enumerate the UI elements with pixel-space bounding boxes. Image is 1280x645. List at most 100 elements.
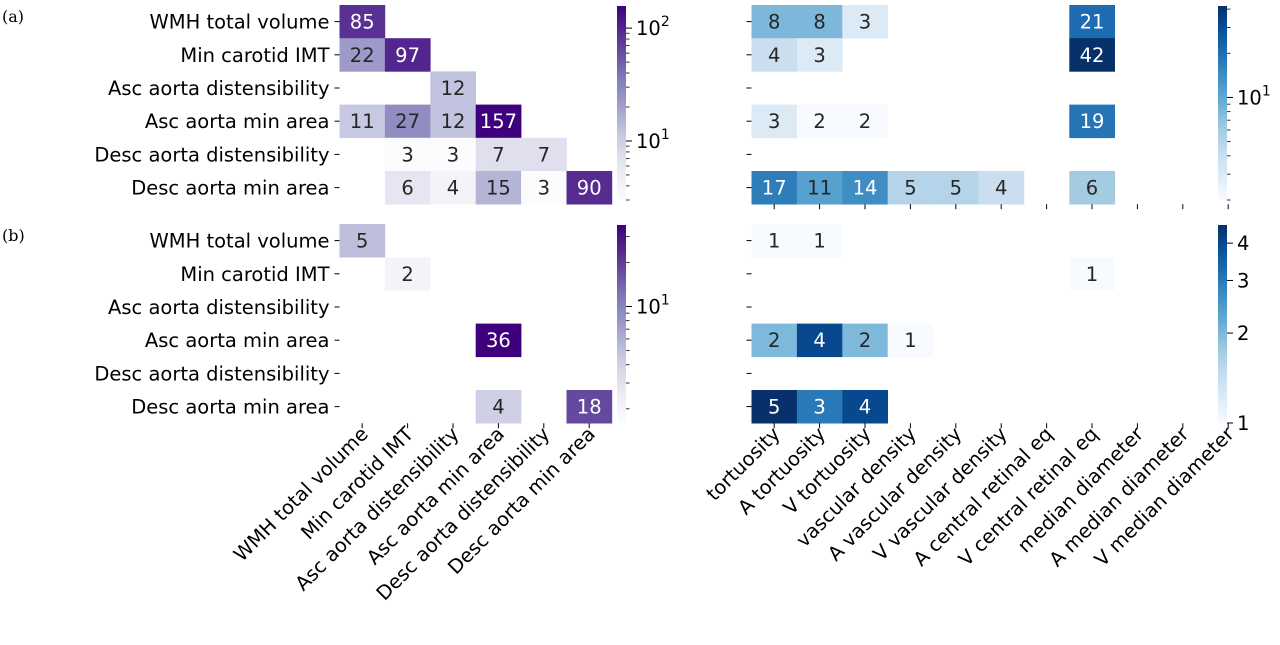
row-label-wmh-total-volume: WMH total volume <box>150 11 330 34</box>
heatmap-cell <box>384 171 431 205</box>
cell-value-label: 5 <box>950 177 962 200</box>
cell-value-label: 3 <box>538 177 550 200</box>
colorbar-right-0: 101 <box>1218 6 1271 201</box>
colorbar-left-1: 101 <box>617 225 670 423</box>
cell-value-label: 6 <box>1086 177 1098 200</box>
cell-value-label: 12 <box>441 77 466 100</box>
cell-value-label: 19 <box>1080 110 1105 133</box>
cell-value-label: 4 <box>859 396 871 419</box>
heatmap-cell <box>430 137 476 172</box>
cell-value-label: 3 <box>813 396 825 419</box>
row-label-desc-aorta-min-area: Desc aorta min area <box>131 396 329 419</box>
cell-value-label: 157 <box>480 110 517 133</box>
heatmap-cell <box>887 323 934 358</box>
row-label-asc-aorta-distensibility: Asc aorta distensibility <box>108 296 329 319</box>
row-label-wmh-total-volume: WMH total volume <box>150 230 330 253</box>
heatmap-cell <box>475 104 522 139</box>
cell-value-label: 4 <box>813 329 825 352</box>
cell-value-label: 18 <box>577 396 602 419</box>
colorbar-tick-label: 102 <box>636 14 670 40</box>
heatmap-cell <box>796 171 843 205</box>
cell-value-label: 4 <box>995 177 1007 200</box>
cell-value-label: 85 <box>350 11 375 34</box>
cell-value-label: 2 <box>813 110 825 133</box>
row-label-desc-aorta-distensibility: Desc aorta distensibility <box>94 362 329 385</box>
cell-value-label: 22 <box>350 44 375 67</box>
heatmap-cell <box>521 137 567 172</box>
heatmap-cell <box>475 137 522 172</box>
cell-value-label: 2 <box>401 263 413 286</box>
row-label-asc-aorta-min-area: Asc aorta min area <box>145 329 330 352</box>
cell-value-label: 4 <box>768 44 780 67</box>
row-label-desc-aorta-distensibility: Desc aorta distensibility <box>94 143 329 166</box>
heatmap-cell <box>521 171 567 205</box>
heatmap-cell <box>751 104 798 139</box>
heatmap-cell <box>751 38 798 72</box>
heatmap-left-0: WMH total volume 85 Min carotid IMT 22 97 Asc… <box>94 5 613 205</box>
colorbar-gradient <box>617 225 626 423</box>
cell-value-label: 27 <box>395 110 420 133</box>
heatmap-cell <box>475 171 522 205</box>
cell-value-label: 14 <box>853 177 878 200</box>
cell-value-label: 11 <box>807 177 832 200</box>
colorbar-tick-label: 101 <box>636 292 670 318</box>
heatmap-cell <box>384 104 431 139</box>
cell-value-label: 21 <box>1080 11 1105 34</box>
cell-value-label: 15 <box>486 177 511 200</box>
heatmap-cell <box>430 71 476 105</box>
cell-value-label: 97 <box>395 44 420 67</box>
cell-value-label: 8 <box>768 11 780 34</box>
heatmap-cell <box>796 38 843 72</box>
heatmap-cell <box>1069 5 1115 39</box>
cell-value-label: 36 <box>486 329 511 352</box>
heatmap-cell <box>430 104 476 139</box>
row-label-min-carotid-imt: Min carotid IMT <box>180 263 329 286</box>
heatmap-cell <box>1069 104 1115 139</box>
heatmap-cell <box>978 171 1025 205</box>
cell-value-label: 90 <box>577 177 602 200</box>
heatmap-cell <box>796 5 843 39</box>
colorbar-gradient <box>617 6 626 200</box>
heatmap-cell <box>887 171 934 205</box>
cell-value-label: 3 <box>447 143 459 166</box>
heatmap-cell <box>566 171 613 205</box>
cell-value-label: 5 <box>768 396 780 419</box>
row-label-min-carotid-imt: Min carotid IMT <box>180 44 329 67</box>
colorbar-gradient <box>1218 6 1227 200</box>
heatmap-cell <box>339 5 386 39</box>
heatmap-cell <box>842 323 888 358</box>
heatmap-right-0: 8 8 3 21 4 3 42 3 2 2 19 17 11 14 5 5 4 6 <box>746 5 1115 205</box>
cell-value-label: 6 <box>401 177 413 200</box>
cell-value-label: 12 <box>441 110 466 133</box>
heatmap-right-1: 1 1 1 2 4 2 1 5 3 4 <box>746 224 1115 424</box>
heatmap-cell <box>751 323 798 358</box>
colorbar-tick-label: 3 <box>1237 269 1249 292</box>
heatmap-cell <box>751 390 798 424</box>
colorbar-gradient <box>1218 225 1227 423</box>
heatmap-cell <box>796 390 843 424</box>
cell-value-label: 17 <box>762 177 787 200</box>
colorbar-left-0: 101 102 <box>617 6 670 201</box>
heatmap-cell <box>796 104 843 139</box>
heatmap-cell <box>933 171 979 205</box>
cell-value-label: 4 <box>447 177 459 200</box>
heatmap-cell <box>842 171 888 205</box>
heatmap-cell <box>1069 257 1115 291</box>
heatmap-cell <box>384 137 431 172</box>
heatmap-cell <box>1069 171 1115 205</box>
cell-value-label: 3 <box>401 143 413 166</box>
row-label-desc-aorta-min-area: Desc aorta min area <box>131 177 329 200</box>
heatmap-cell <box>339 224 386 258</box>
heatmap-cell <box>842 390 888 424</box>
cell-value-label: 4 <box>492 396 504 419</box>
heatmap-cell <box>842 5 888 39</box>
heatmap-cell <box>1069 38 1115 72</box>
cell-value-label: 5 <box>904 177 916 200</box>
cell-value-label: 8 <box>813 11 825 34</box>
cell-value-label: 7 <box>492 143 504 166</box>
panel-label: (b) <box>2 226 25 245</box>
heatmap-cell <box>430 171 476 205</box>
heatmap-cell <box>475 390 522 424</box>
